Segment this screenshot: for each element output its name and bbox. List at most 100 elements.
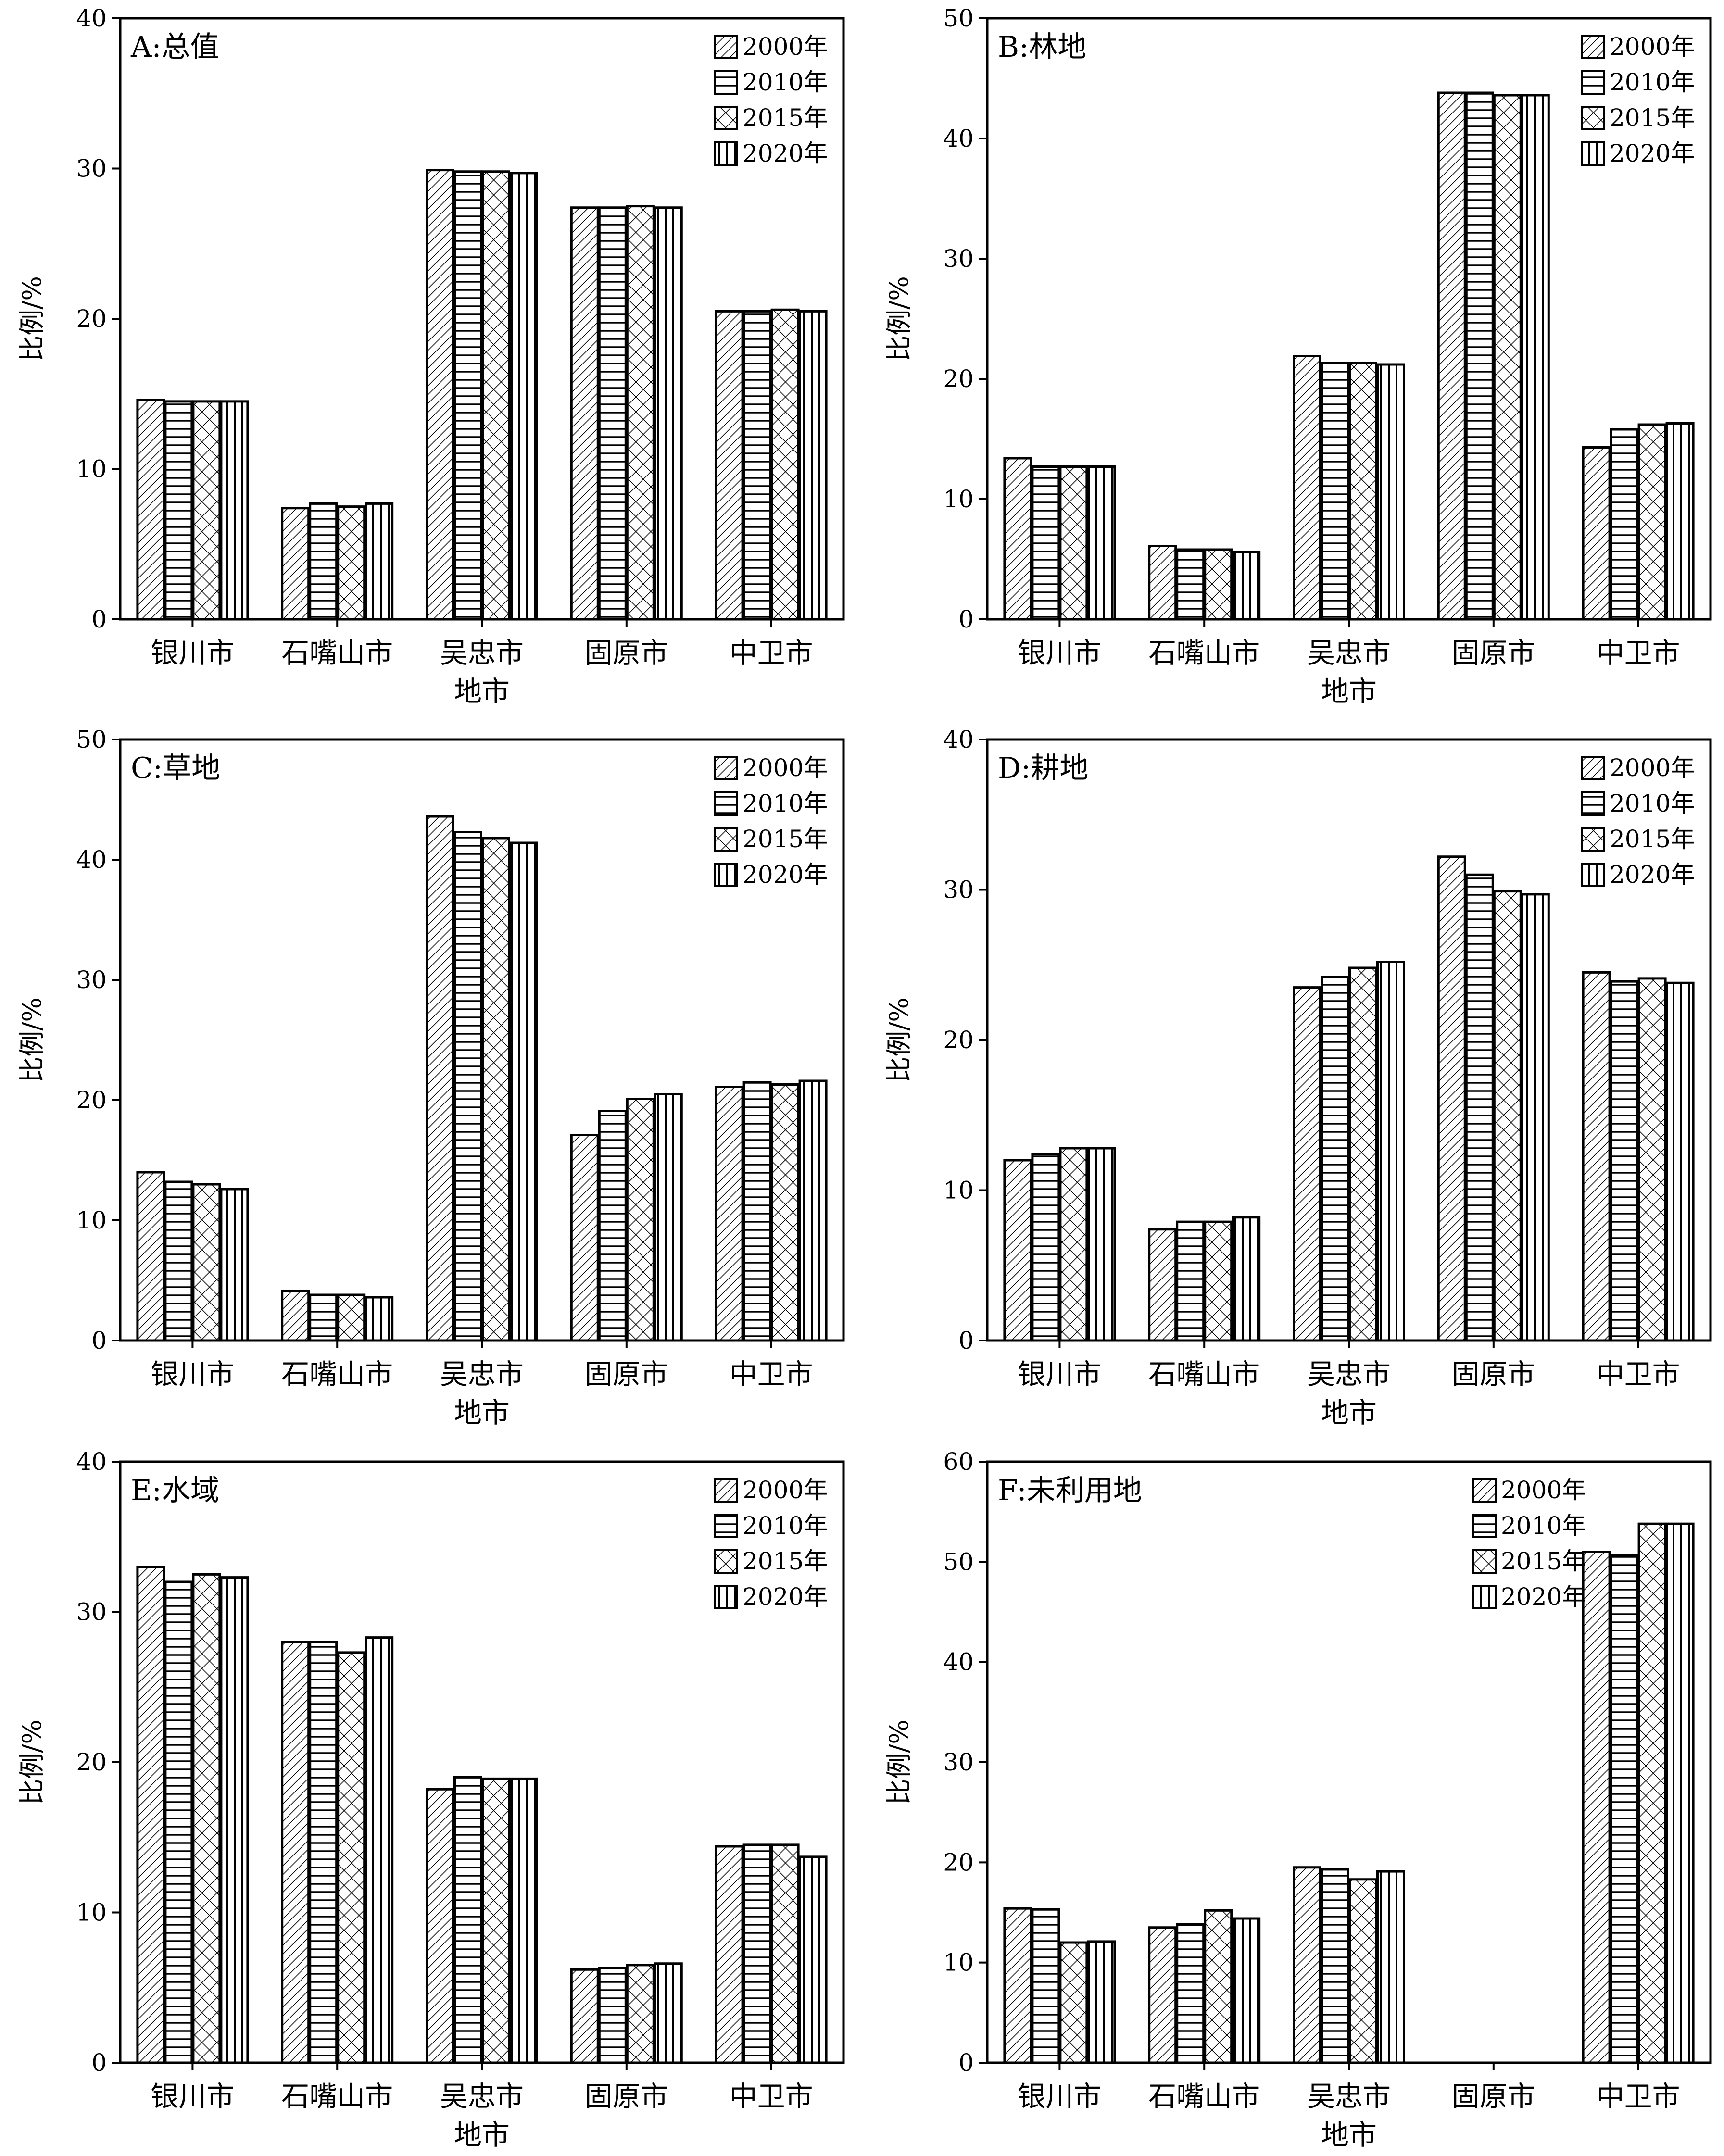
y-tick-label: 20 [943,365,974,393]
y-axis-label: 比例/% [884,1719,914,1805]
bar [1176,1923,1205,2064]
bar [337,1651,366,2064]
bar [1031,1908,1060,2064]
y-tick-label: 40 [76,1448,107,1476]
bar [1493,890,1522,1342]
bar [770,1843,800,2064]
x-tick-label: 固原市 [585,1358,668,1391]
bar [1376,363,1405,621]
legend-label: 2020年 [1610,139,1695,167]
x-tick-label: 中卫市 [1597,2080,1680,2113]
x-tick-label: 银川市 [1018,1358,1101,1391]
bar [509,841,538,1342]
bar [164,1580,193,2064]
bar [1348,362,1377,621]
x-axis-label: 地市 [1321,1396,1377,1429]
bar [281,1641,310,2064]
y-axis-label: 比例/% [884,997,914,1083]
panel-title: B:林地 [998,30,1086,64]
legend-label: 2000年 [1610,754,1695,782]
x-tick-label: 吴忠市 [1307,637,1391,669]
bar [1610,1554,1639,2064]
bar [337,505,366,621]
bar [164,400,193,621]
panel-title: D:耕地 [998,752,1088,785]
bar [654,1962,683,2064]
bar [192,400,221,621]
bar [426,169,454,621]
x-axis-label: 地市 [454,2118,510,2151]
bar [798,1855,828,2064]
bar [481,1777,510,2064]
bar [570,1968,599,2064]
legend-swatch [714,1549,738,1574]
legend-label: 2015年 [742,825,828,853]
bar [309,1293,338,1342]
y-tick-label: 30 [76,966,107,994]
y-tick-label: 40 [76,4,107,32]
y-tick-label: 0 [91,605,107,633]
x-tick-label: 中卫市 [730,637,813,669]
legend-swatch [714,1478,738,1503]
bar [337,1293,366,1342]
bar [1059,465,1088,621]
bar [1232,551,1261,621]
bar [509,172,538,621]
bar [798,310,828,621]
bar [1637,977,1667,1342]
bar [453,1776,482,2064]
plot-frame [119,1460,845,2064]
legend-label: 2015年 [1501,1547,1586,1575]
legend-swatch [1472,1585,1497,1609]
y-tick-label: 30 [943,245,974,273]
bar [1493,94,1522,621]
legend-label: 2015年 [742,1547,828,1575]
plot-frame [986,17,1712,621]
bar [598,1110,627,1342]
bar [365,1296,394,1342]
legend-swatch [1472,1514,1497,1538]
legend-swatch [714,791,738,816]
y-axis-label: 比例/% [884,276,914,362]
bar [1059,1147,1088,1342]
bar [1521,893,1550,1342]
bar [1348,966,1377,1342]
bar [1665,422,1695,621]
y-tick-label: 10 [943,485,974,513]
bar [1665,981,1695,1342]
x-tick-label: 银川市 [1018,637,1101,669]
legend-swatch [1472,1549,1497,1574]
bar [626,1964,655,2064]
bar [1321,976,1349,1342]
bar [365,502,394,621]
bar [309,502,338,621]
bar [1465,873,1494,1342]
bar [598,1967,627,2064]
legend-label: 2020年 [742,139,828,167]
legend-label: 2020年 [1610,861,1695,889]
legend-swatch [1581,70,1605,95]
bar [1087,465,1116,621]
bar [570,1134,599,1342]
y-tick-label: 10 [76,455,107,483]
legend-swatch [1581,863,1605,887]
legend-label: 2010年 [1610,68,1695,96]
x-axis-label: 地市 [454,1396,510,1429]
y-tick-label: 20 [76,1086,107,1114]
legend-swatch [714,1585,738,1609]
x-tick-label: 银川市 [151,2080,234,2113]
legend-label: 2010年 [1610,790,1695,817]
bar [742,1081,772,1342]
legend-swatch [1581,35,1605,59]
legend-label: 2010年 [742,68,828,96]
bar [1321,362,1349,621]
bar [1176,548,1205,621]
bar [1059,1941,1088,2064]
bar [1637,1522,1667,2064]
bar [1232,1917,1261,2064]
y-tick-label: 0 [91,2049,107,2077]
